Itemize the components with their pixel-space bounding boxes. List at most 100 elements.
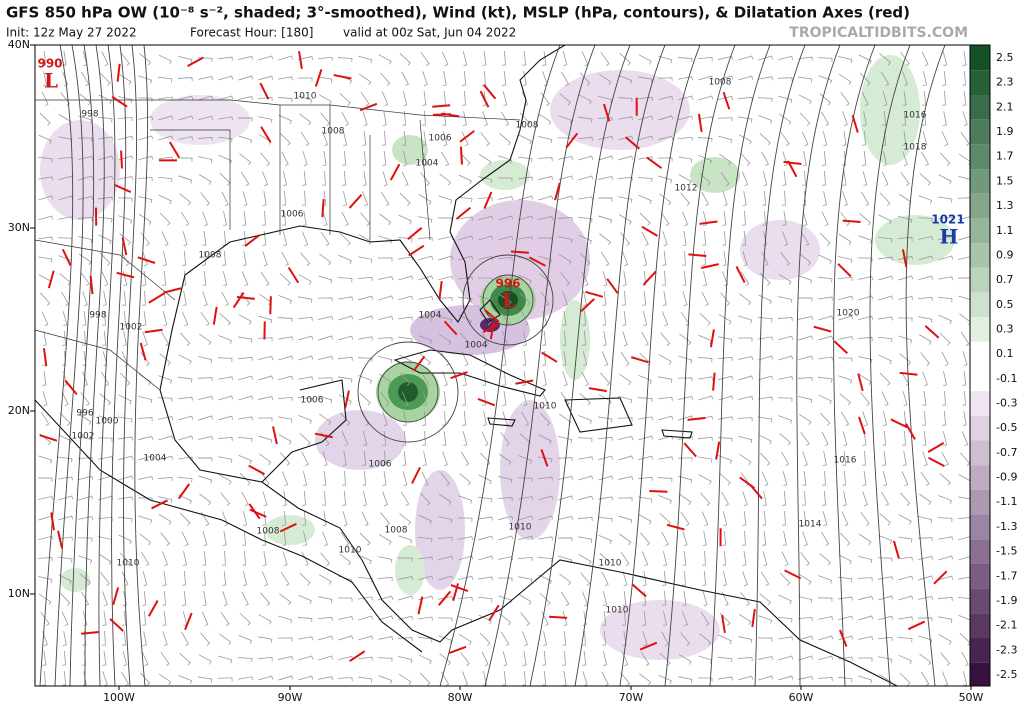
lon-label: 100W <box>103 691 135 704</box>
lon-label: 90W <box>278 691 303 704</box>
contour-label: 1010 <box>606 606 629 616</box>
colorbar-segment <box>970 663 990 686</box>
colorbar-label: 0.9 <box>996 248 1014 261</box>
map <box>35 45 973 690</box>
contour-label: 1016 <box>834 456 857 466</box>
pressure-symbol: L <box>502 289 516 313</box>
colorbar-label: 1.9 <box>996 125 1014 138</box>
contour-label: 1008 <box>257 527 280 537</box>
contour-label: 1004 <box>419 311 442 321</box>
colorbar-segment <box>970 613 990 638</box>
colorbar-segment <box>970 564 990 589</box>
title: GFS 850 hPa OW (10⁻⁸ s⁻², shaded; 3°-smo… <box>6 4 910 22</box>
colorbar-segment <box>970 589 990 614</box>
colorbar-segment <box>970 268 990 293</box>
contour-label: 1008 <box>385 526 408 536</box>
contour-label: 998 <box>81 110 98 120</box>
colorbar-segment <box>970 120 990 145</box>
dilatation-axis <box>270 296 271 314</box>
lon-label: 80W <box>448 691 473 704</box>
colorbar-label: 1.1 <box>996 224 1014 237</box>
colorbar-segment <box>970 169 990 194</box>
contour-label: 1006 <box>429 134 452 144</box>
colorbar-label: -2.5 <box>996 668 1017 681</box>
contour-label: 1008 <box>322 127 345 137</box>
colorbar-label: -0.7 <box>996 446 1017 459</box>
colorbar-segment <box>970 70 990 95</box>
contour-label: 1002 <box>72 432 95 442</box>
colorbar-segment <box>970 490 990 515</box>
colorbar-segment <box>970 95 990 120</box>
colorbar-label: 1.7 <box>996 150 1014 163</box>
contour-label: 1010 <box>509 523 532 533</box>
colorbar-label: 0.7 <box>996 273 1014 286</box>
contour-label: 1010 <box>339 546 362 556</box>
colorbar-label: 2.3 <box>996 76 1014 89</box>
colorbar-label: -2.1 <box>996 619 1017 632</box>
colorbar-segment <box>970 367 990 392</box>
contour-label: 1002 <box>120 323 143 333</box>
contour-label: 1000 <box>96 417 119 427</box>
colorbar-label: -0.3 <box>996 397 1017 410</box>
colorbar-segment <box>970 515 990 540</box>
lat-label: 40N <box>8 38 30 51</box>
colorbar-segment <box>970 391 990 416</box>
colorbar-label: 1.3 <box>996 199 1014 212</box>
lon-label: 50W <box>959 691 984 704</box>
colorbar-label: -0.1 <box>996 372 1017 385</box>
colorbar-label: -1.3 <box>996 520 1017 533</box>
colorbar-label: -1.7 <box>996 569 1017 582</box>
colorbar-label: -0.5 <box>996 421 1017 434</box>
contour-label: 1008 <box>516 121 539 131</box>
colorbar-label: 2.5 <box>996 51 1014 64</box>
colorbar-segment <box>970 144 990 169</box>
contour-label: 1014 <box>799 520 822 530</box>
dilatation-axis <box>461 147 462 165</box>
lon-label: 70W <box>619 691 644 704</box>
colorbar-label: 0.1 <box>996 347 1014 360</box>
dilatation-axis <box>549 617 567 618</box>
dilatation-axis <box>511 251 529 252</box>
colorbar-label: -1.5 <box>996 545 1017 558</box>
dilatation-axis <box>433 114 451 115</box>
dilatation-axis <box>843 221 861 222</box>
colorbar-label: 1.5 <box>996 174 1014 187</box>
colorbar-segment <box>970 441 990 466</box>
contour-label: 1018 <box>904 143 927 153</box>
colorbar-segment <box>970 292 990 317</box>
colorbar-segment <box>970 317 990 342</box>
pressure-symbol: L <box>44 69 58 93</box>
contour-label: 1010 <box>117 559 140 569</box>
contour-label: 1006 <box>369 460 392 470</box>
contour-label: 1004 <box>416 159 439 169</box>
contour-label: 1006 <box>301 396 324 406</box>
colorbar-segment <box>970 539 990 564</box>
contour-label: 1010 <box>599 559 622 569</box>
colorbar-label: 2.1 <box>996 100 1014 113</box>
colorbar-segment <box>970 45 990 70</box>
contour-label: 1006 <box>281 210 304 220</box>
colorbar-label: 0.3 <box>996 322 1014 335</box>
colorbar-segment <box>970 416 990 441</box>
contour-label: 1012 <box>675 184 698 194</box>
colorbar-label: -0.9 <box>996 471 1017 484</box>
colorbar-label: -1.9 <box>996 594 1017 607</box>
colorbar-segment <box>970 465 990 490</box>
contour-label: 998 <box>89 311 106 321</box>
lat-label: 10N <box>8 587 30 600</box>
valid-time: valid at 00z Sat, Jun 04 2022 <box>343 26 516 40</box>
contour-label: 1004 <box>465 341 488 351</box>
colorbar-label: 0.5 <box>996 298 1014 311</box>
contour-label: 1008 <box>709 78 732 88</box>
site-label: TROPICALTIDBITS.COM <box>789 25 968 41</box>
lon-label: 60W <box>789 691 814 704</box>
lat-label: 20N <box>8 404 30 417</box>
dilatation-axis <box>121 151 122 169</box>
contour-label: 1004 <box>144 454 167 464</box>
contour-label: 996 <box>76 409 93 419</box>
colorbar-label: -1.1 <box>996 495 1017 508</box>
dilatation-axis <box>649 491 667 492</box>
contour-label: 1016 <box>904 111 927 121</box>
colorbar-segment <box>970 638 990 663</box>
